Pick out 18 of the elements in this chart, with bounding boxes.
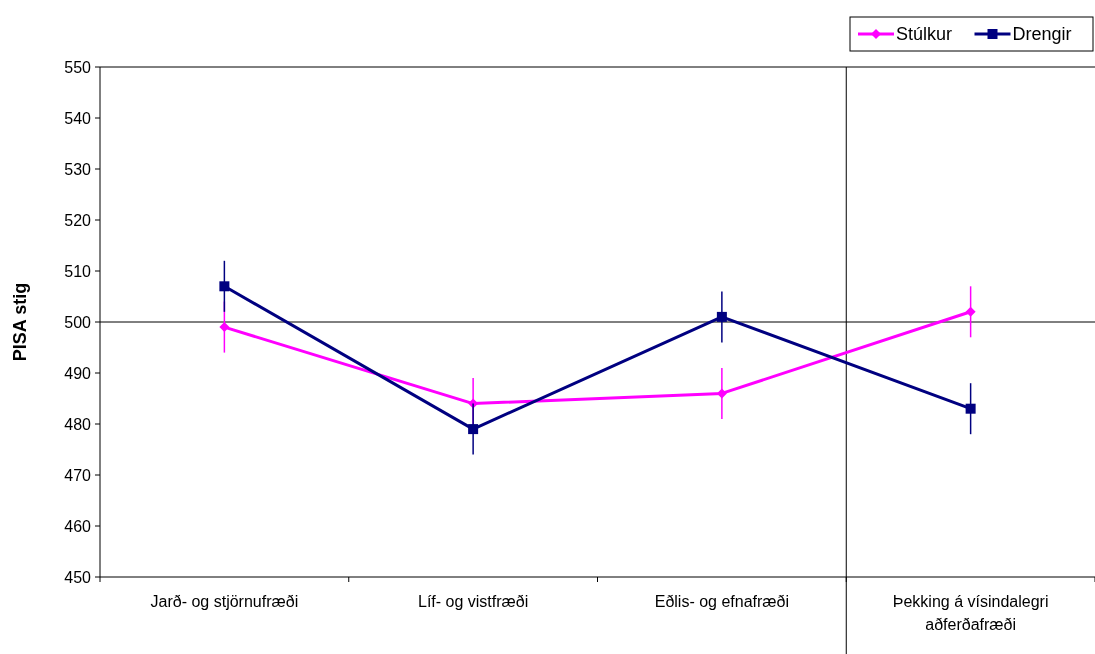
y-tick-label: 460 [64, 517, 92, 535]
y-tick-label: 540 [64, 109, 92, 127]
y-tick-label: 510 [64, 262, 92, 280]
y-tick-label: 530 [64, 160, 92, 178]
y-tick-label: 500 [64, 313, 92, 331]
y-tick-label: 470 [64, 466, 92, 484]
x-tick-label: Jarð- og stjörnufræði [150, 593, 299, 610]
legend-label: Stúlkur [896, 24, 953, 45]
x-tick-label: Þekking á vísindalegri aðferðafræði [892, 593, 1049, 633]
y-tick-label: 490 [64, 364, 92, 382]
x-tick-label: Eðlis- og efnafræði [654, 593, 790, 610]
legend-label: Drengir [1012, 24, 1072, 45]
y-tick-label: 520 [64, 211, 92, 229]
y-tick-label: 450 [64, 568, 92, 586]
x-tick-label: Líf- og vistfræði [417, 593, 529, 610]
y-tick-label: 550 [64, 58, 92, 76]
y-tick-label: 480 [64, 415, 92, 433]
y-axis-title: PISA stig [10, 282, 30, 362]
